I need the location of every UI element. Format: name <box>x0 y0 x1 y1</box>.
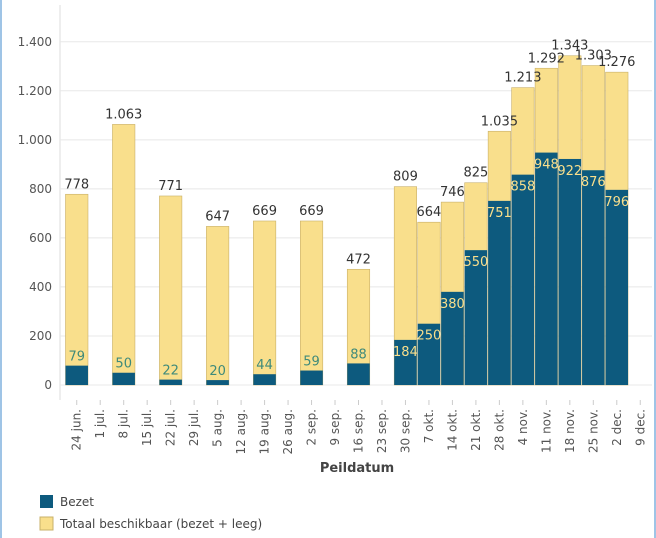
data-label: 771 <box>158 179 183 194</box>
data-label: 44 <box>256 358 273 373</box>
x-tick-label: 4 nov. <box>516 409 530 445</box>
data-label: 669 <box>252 204 277 219</box>
data-label: 184 <box>393 345 418 360</box>
x-tick-label: 18 nov. <box>563 409 577 453</box>
x-tick-label: 9 dec. <box>633 409 647 446</box>
legend-label: Bezet <box>60 495 94 509</box>
x-tick-label: 22 jul. <box>164 409 178 446</box>
y-tick-label: 1.400 <box>18 35 52 49</box>
data-label: 809 <box>393 170 418 185</box>
x-tick-label: 30 sep. <box>398 409 412 453</box>
bar <box>206 226 230 386</box>
x-tick-label: 1 jul. <box>93 409 107 439</box>
data-label: 876 <box>581 175 606 190</box>
x-tick-label: 29 jul. <box>187 409 201 446</box>
x-tick-label: 2 sep. <box>305 409 319 446</box>
data-label: 796 <box>604 195 629 210</box>
bar <box>253 374 276 385</box>
y-tick-label: 0 <box>44 378 52 392</box>
data-label: 20 <box>209 364 226 379</box>
x-tick-label: 12 aug. <box>234 409 248 454</box>
x-tick-label: 15 jul. <box>140 409 154 446</box>
bar <box>582 170 605 385</box>
data-label: 50 <box>115 357 132 372</box>
data-label: 778 <box>64 177 89 192</box>
bar <box>464 250 488 385</box>
data-label: 22 <box>162 364 179 379</box>
bar <box>112 124 136 386</box>
y-tick-label: 200 <box>29 329 52 343</box>
x-tick-label: 11 nov. <box>539 409 553 453</box>
x-tick-label: 5 aug. <box>211 409 225 447</box>
data-label: 664 <box>417 205 442 220</box>
legend-swatch <box>39 516 54 531</box>
data-label: 1.035 <box>481 114 518 129</box>
y-tick-label: 1.200 <box>18 84 52 98</box>
x-tick-label: 7 okt. <box>422 409 436 443</box>
bar <box>65 365 88 385</box>
data-label: 250 <box>417 329 442 344</box>
data-label: 948 <box>534 158 559 173</box>
data-label: 1.063 <box>105 107 142 122</box>
data-label: 647 <box>205 209 230 224</box>
bar <box>558 158 582 385</box>
bar <box>605 189 629 385</box>
y-tick-label: 600 <box>29 231 52 245</box>
x-tick-label: 28 okt. <box>492 409 506 451</box>
data-label: 1.213 <box>504 71 541 86</box>
data-label: 751 <box>487 206 512 221</box>
data-label: 472 <box>346 252 371 267</box>
x-tick-label: 16 sep. <box>352 409 366 453</box>
legend-label: Totaal beschikbaar (bezet + leeg) <box>59 517 262 531</box>
data-label: 550 <box>463 255 488 270</box>
data-label: 1.303 <box>575 49 612 64</box>
bar <box>112 372 135 385</box>
y-tick-label: 400 <box>29 280 52 294</box>
y-tick-label: 1.000 <box>18 133 52 147</box>
bar <box>511 174 535 385</box>
data-label: 1.343 <box>551 39 588 54</box>
bar <box>159 379 182 385</box>
data-label: 1.292 <box>528 51 565 66</box>
data-label: 79 <box>68 350 85 365</box>
bar <box>394 339 417 385</box>
x-tick-label: 25 nov. <box>586 409 600 453</box>
x-tick-label: 14 okt. <box>445 409 459 451</box>
x-axis-title: Peildatum <box>320 461 394 476</box>
data-label: 669 <box>299 204 324 219</box>
legend-swatch <box>40 495 53 508</box>
bar <box>206 380 229 385</box>
y-tick-label: 800 <box>29 182 52 196</box>
data-label: 922 <box>557 164 582 179</box>
x-tick-label: 8 jul. <box>117 409 131 439</box>
data-label: 380 <box>440 297 465 312</box>
bar <box>159 195 183 386</box>
data-label: 858 <box>510 180 535 195</box>
data-label: 825 <box>463 166 488 181</box>
x-tick-label: 23 sep. <box>375 409 389 453</box>
bar <box>441 291 464 385</box>
bar <box>488 200 511 385</box>
bar <box>347 363 370 385</box>
data-label: 746 <box>440 185 465 200</box>
x-tick-label: 9 sep. <box>328 409 342 446</box>
data-label: 1.276 <box>598 55 635 70</box>
x-tick-label: 19 aug. <box>258 409 272 454</box>
x-tick-label: 24 jun. <box>70 409 84 450</box>
bar <box>535 152 558 385</box>
data-label: 88 <box>350 347 367 362</box>
x-tick-label: 26 aug. <box>281 409 295 454</box>
data-label: 59 <box>303 355 320 370</box>
bar <box>417 323 441 385</box>
x-tick-label: 2 dec. <box>610 409 624 446</box>
x-tick-label: 21 okt. <box>469 409 483 451</box>
bar <box>300 370 323 385</box>
